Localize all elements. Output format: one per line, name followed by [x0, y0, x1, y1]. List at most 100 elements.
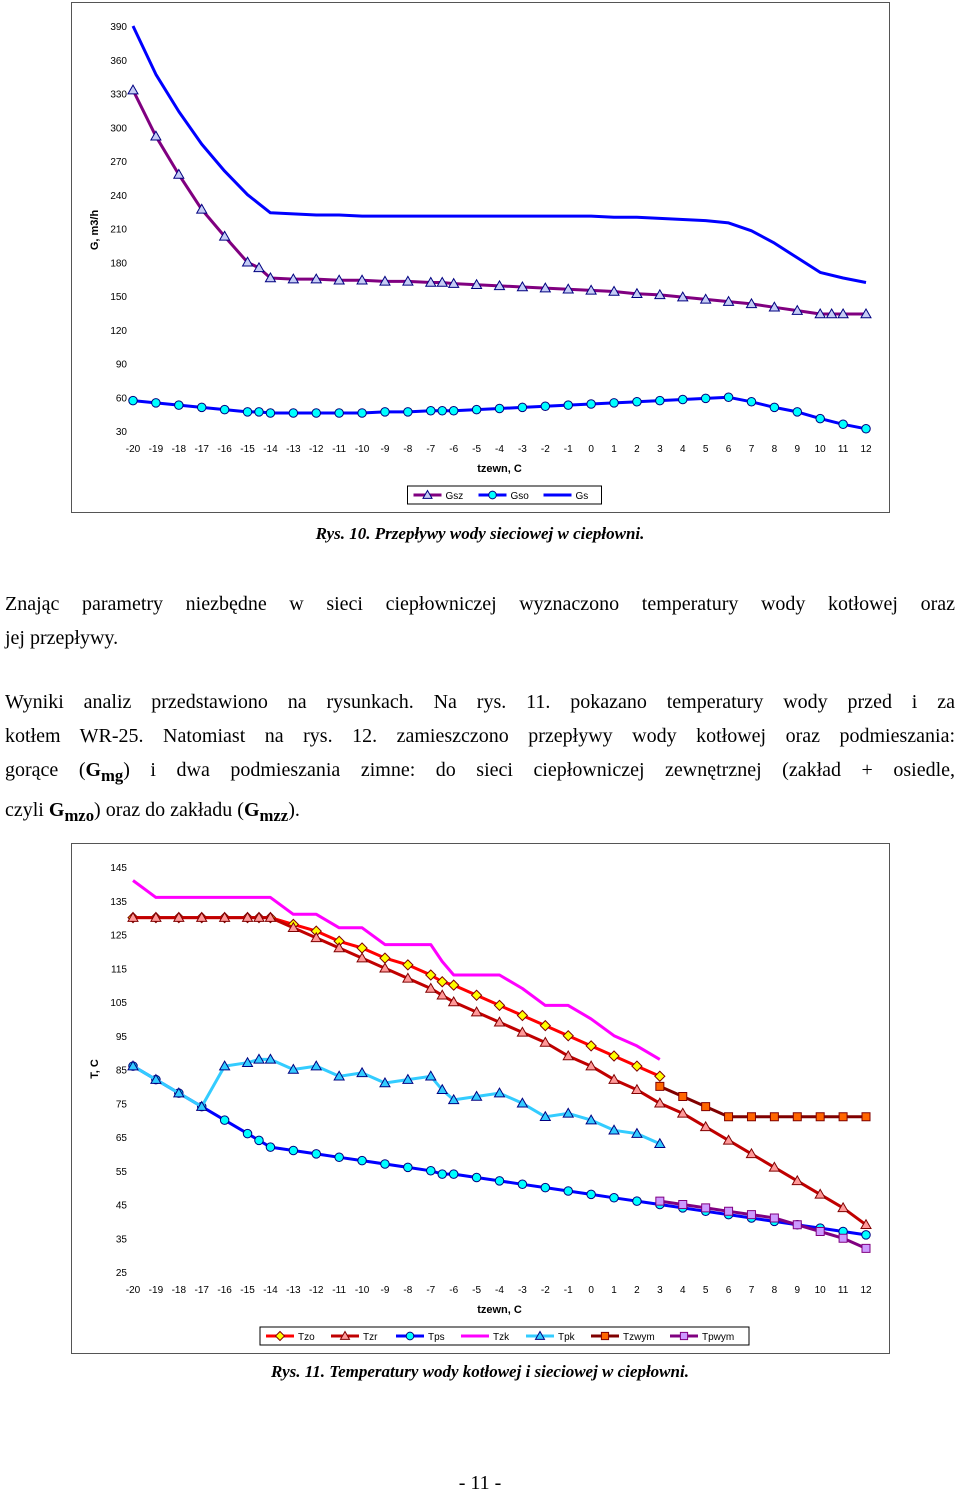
x-tick-label: -10	[355, 444, 370, 455]
data-point-Tpk	[333, 1070, 346, 1081]
temperature-chart-frame: 145 135 125 115 105 95 85 75 65 55 45 35 25 -20 -19 -18…	[71, 843, 890, 1354]
data-point-Tzr	[539, 1036, 552, 1047]
x-tick-label: 2	[634, 1285, 640, 1296]
data-point-Tps	[540, 1182, 551, 1193]
series-line-Tzwym	[659, 1085, 866, 1119]
series-Tzk	[132, 879, 661, 1061]
data-point-Gsz	[745, 297, 758, 309]
data-point-Tzo	[539, 1019, 552, 1032]
data-point-Gsz	[241, 256, 254, 267]
data-point-Tzo	[470, 989, 483, 1001]
legend-marker-Tzwym	[600, 1331, 610, 1341]
series-line-Tzk	[132, 879, 661, 1061]
data-point-Gsz	[310, 273, 323, 284]
data-point-Gso	[494, 403, 505, 414]
x-tick-label: -8	[403, 444, 412, 455]
data-point-Tps	[609, 1193, 619, 1203]
data-point-Gsz	[837, 307, 849, 319]
data-point-Tpwym	[769, 1213, 779, 1223]
data-point-Gsz	[379, 275, 391, 286]
legend-marker-Tzo	[274, 1330, 286, 1342]
data-point-Tzr	[562, 1049, 575, 1061]
data-point-Tzr	[860, 1218, 872, 1229]
data-point-Tps	[357, 1155, 367, 1166]
legend-label-Tpk: Tpk	[558, 1332, 576, 1343]
data-point-Tzr	[699, 1120, 712, 1132]
x-tick-label: 4	[680, 444, 686, 455]
x-tick-label: -20	[126, 444, 141, 455]
x-tick-label: 7	[749, 444, 755, 455]
legend: Gsz Gso Gs	[407, 485, 602, 505]
data-point-Tzr	[447, 995, 460, 1007]
data-point-Gso	[426, 406, 436, 416]
x-tick-label: -1	[564, 1285, 573, 1296]
data-point-Tps	[380, 1159, 390, 1169]
data-point-Gsz	[814, 307, 827, 319]
x-tick-label: 6	[726, 1285, 732, 1296]
legend-label-Tpwym: Tpwym	[702, 1332, 734, 1343]
y-tick-label: 45	[116, 1201, 128, 1212]
x-tick-label: -15	[240, 1285, 255, 1296]
data-point-Tzr	[264, 911, 277, 922]
x-tick-label: 5	[703, 1285, 709, 1296]
data-point-Gso	[242, 407, 253, 417]
data-point-Tzwym	[769, 1112, 779, 1122]
data-point-Tzr	[470, 1006, 483, 1017]
data-point-Tpk	[470, 1090, 483, 1101]
data-point-Tzr	[837, 1201, 849, 1213]
data-point-Tpk	[608, 1124, 620, 1135]
x-tick-label: -11	[332, 1285, 346, 1296]
data-point-Tps	[219, 1115, 230, 1125]
data-point-Tpk	[356, 1066, 368, 1078]
data-point-Tps	[471, 1172, 482, 1183]
x-tick-label: 8	[772, 444, 778, 455]
x-tick-label: -18	[172, 444, 187, 455]
data-point-Gsz	[768, 301, 781, 312]
x-tick-label: -8	[403, 1285, 412, 1296]
legend-box	[259, 1326, 750, 1346]
symbol-g: G	[85, 759, 102, 781]
data-point-Tzr	[676, 1107, 689, 1118]
data-point-Tzo	[425, 969, 437, 981]
data-point-Gsz	[608, 285, 620, 296]
data-point-Tps	[311, 1149, 321, 1159]
x-tick-label: -16	[217, 1285, 232, 1296]
y-axis-label: G, m3/h	[89, 210, 101, 251]
data-point-Gso	[128, 395, 138, 406]
data-point-Tzr	[653, 1097, 666, 1108]
data-point-Tzo	[447, 979, 460, 991]
text-fragment: ) oraz do zakładu (	[94, 799, 244, 821]
y-tick-label: 30	[116, 427, 128, 438]
data-point-Tzo	[516, 1009, 529, 1022]
x-tick-label: -11	[332, 444, 346, 455]
x-tick-label: -13	[286, 444, 301, 455]
data-point-Tzr	[310, 931, 323, 943]
data-point-Gso	[174, 400, 184, 410]
data-point-Tpk	[585, 1114, 597, 1125]
data-point-Tzwym	[792, 1112, 802, 1122]
data-point-Tzr	[768, 1161, 781, 1172]
data-point-Gsz	[402, 275, 414, 286]
data-point-Gsz	[493, 279, 506, 291]
series-Tzo	[127, 911, 666, 1082]
data-point-Gso	[334, 408, 344, 418]
data-point-Tpwym	[792, 1220, 802, 1230]
data-point-Tpk	[172, 1087, 185, 1098]
paragraph-1-line-1: Znając parametry niezbędne w sieci ciepł…	[5, 593, 955, 615]
x-tick-label: -1	[564, 444, 573, 455]
data-point-Gsz	[172, 168, 185, 179]
data-point-Tpk	[447, 1093, 460, 1105]
data-point-Tzr	[379, 962, 391, 973]
data-point-Tzo	[654, 1070, 666, 1082]
text-fragment: gorące (	[5, 759, 86, 781]
symbol-g: G	[243, 799, 260, 821]
data-point-Gsz	[722, 295, 735, 306]
data-point-Gsz	[287, 273, 300, 284]
data-point-Tzr	[745, 1147, 758, 1159]
x-tick-label: 8	[772, 1285, 778, 1296]
data-point-Tzr	[631, 1083, 643, 1094]
series-Gs	[131, 25, 867, 284]
data-point-Tzr	[333, 941, 346, 953]
data-point-Tps	[254, 1135, 264, 1146]
